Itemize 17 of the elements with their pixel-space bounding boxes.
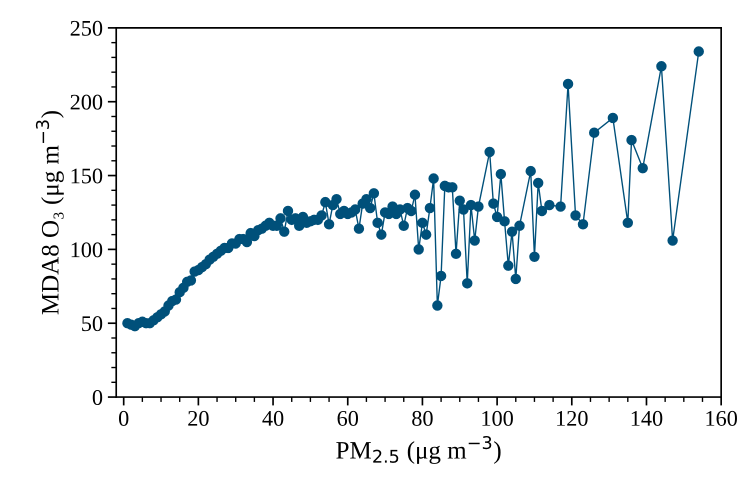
x-tick-label: 80: [412, 410, 433, 426]
y-tick-label: 150: [72, 168, 102, 184]
x-axis-title: PM$_{2.5}$ (μg m$^{−3}$): [336, 436, 501, 464]
y-axis-title: MDA8 O₃ (μg m$^{−3}$): [36, 111, 64, 314]
x-tick-label: 20: [188, 410, 209, 426]
y-tick-label: 100: [72, 242, 102, 258]
y-tick-label: 0: [92, 390, 102, 405]
x-tick-label: 160: [706, 410, 737, 426]
x-tick-label: 40: [262, 410, 284, 426]
y-tick-label: 250: [70, 20, 102, 36]
y-tick-label: 200: [70, 94, 102, 110]
x-tick-label: 140: [632, 410, 662, 426]
x-tick-label: 0: [118, 410, 128, 426]
x-tick-label: 60: [338, 410, 358, 426]
x-tick-label: 120: [557, 410, 588, 426]
x-tick-label: 100: [482, 410, 513, 426]
y-tick-label: 50: [82, 316, 102, 332]
